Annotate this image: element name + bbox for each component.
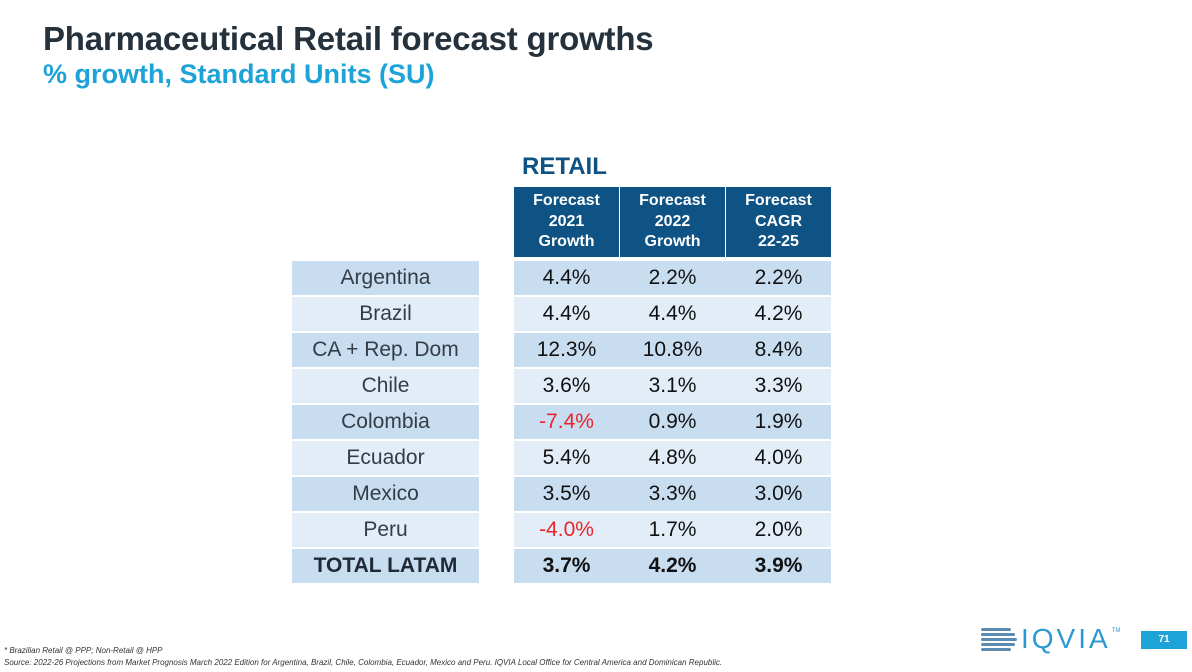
cagr-22-25-cell: 4.0% (754, 446, 803, 469)
table-row-label: Brazil (292, 297, 479, 331)
footnote-source: Source: 2022-26 Projections from Market … (4, 658, 723, 667)
country-column: Argentina Brazil CA + Rep. Dom Chile Colombi… (292, 261, 479, 585)
table-row-label: Mexico (292, 477, 479, 511)
trademark: TM (1111, 628, 1121, 634)
total-row: 3.7% 4.2% 3.9% (514, 549, 831, 583)
forecast-2021-cell: -7.4% (539, 410, 594, 433)
cagr-22-25-cell: 2.2% (754, 266, 803, 289)
table-row-label: Argentina (292, 261, 479, 295)
header-line: CAGR (754, 212, 803, 230)
logo-lines-icon (981, 627, 1017, 651)
cagr-22-25-cell: 2.0% (754, 518, 803, 541)
table-row: -4.0% 1.7% 2.0% (514, 513, 831, 547)
forecast-2022-cell: 4.4% (648, 302, 697, 325)
country-cell: Argentina (340, 266, 431, 289)
country-cell: Ecuador (346, 446, 425, 469)
country-cell: Chile (361, 374, 410, 397)
table-row-label: CA + Rep. Dom (292, 333, 479, 367)
forecast-2022-cell: 3.3% (648, 482, 697, 505)
forecast-2022-cell: 4.2% (648, 554, 697, 577)
forecast-2022-cell: 10.8% (642, 338, 703, 361)
footnote-ppp: * Brazilian Retail @ PPP; Non-Retail @ H… (4, 646, 163, 655)
forecast-2022-cell: 4.8% (648, 446, 697, 469)
header-line: 22-25 (758, 233, 799, 250)
header-line: Growth (538, 233, 595, 250)
header-line: Growth (644, 233, 701, 250)
page-number: 71 (1141, 631, 1187, 649)
forecast-2021-cell: 12.3% (536, 338, 597, 361)
forecast-2021-cell: 3.7% (542, 554, 591, 577)
table-row-label: Colombia (292, 405, 479, 439)
country-cell: CA + Rep. Dom (312, 338, 459, 361)
logo-text: IQVIA (1021, 623, 1111, 654)
cagr-22-25-cell: 3.3% (754, 374, 803, 397)
table-row: -7.4% 0.9% 1.9% (514, 405, 831, 439)
forecast-2021-cell: 5.4% (542, 446, 591, 469)
header-line: 2022 (654, 212, 691, 230)
country-cell: Mexico (352, 482, 419, 505)
cagr-22-25-cell: 3.0% (754, 482, 803, 505)
header-line: Forecast (639, 192, 706, 209)
country-cell: Colombia (341, 410, 430, 433)
country-cell: TOTAL LATAM (313, 554, 458, 577)
total-row-label: TOTAL LATAM (292, 549, 479, 583)
table-row: 12.3% 10.8% 8.4% (514, 333, 831, 367)
cagr-22-25-cell: 8.4% (754, 338, 803, 361)
forecast-2021-cell: 4.4% (542, 266, 591, 289)
header-forecast-2021-growth: Forecast 2021 Growth (514, 187, 619, 257)
country-cell: Brazil (359, 302, 412, 325)
header-forecast-2022-growth: Forecast 2022 Growth (620, 187, 725, 257)
table-row-label: Chile (292, 369, 479, 403)
forecast-2022-cell: 1.7% (648, 518, 697, 541)
country-cell: Peru (363, 518, 408, 541)
forecast-2021-cell: 3.5% (542, 482, 591, 505)
table-row: 4.4% 2.2% 2.2% (514, 261, 831, 295)
forecast-2021-cell: 4.4% (542, 302, 591, 325)
table-row: 3.5% 3.3% 3.0% (514, 477, 831, 511)
retail-section-label: RETAIL (522, 153, 607, 180)
header-line: Forecast (745, 192, 812, 209)
cagr-22-25-cell: 1.9% (754, 410, 803, 433)
table-row-label: Peru (292, 513, 479, 547)
table-row: 3.6% 3.1% 3.3% (514, 369, 831, 403)
table-row-label: Ecuador (292, 441, 479, 475)
table-header-row: Forecast 2021 Growth Forecast 2022 Growt… (514, 187, 832, 257)
header-line: Forecast (533, 192, 600, 209)
forecast-2022-cell: 0.9% (648, 410, 697, 433)
slide-subtitle: % growth, Standard Units (SU) (43, 59, 435, 89)
header-forecast-cagr-22-25: Forecast CAGR 22-25 (726, 187, 831, 257)
iqvia-logo: IQVIA TM (981, 625, 1120, 653)
forecast-2022-cell: 2.2% (648, 266, 697, 289)
cagr-22-25-cell: 3.9% (754, 554, 803, 577)
header-line: 2021 (548, 212, 585, 230)
cagr-22-25-cell: 4.2% (754, 302, 803, 325)
table-row: 5.4% 4.8% 4.0% (514, 441, 831, 475)
slide-title: Pharmaceutical Retail forecast growths (43, 20, 654, 57)
forecast-2022-cell: 3.1% (648, 374, 697, 397)
forecast-2021-cell: 3.6% (542, 374, 591, 397)
table-row: 4.4% 4.4% 4.2% (514, 297, 831, 331)
data-column: 4.4% 2.2% 2.2% 4.4% 4.4% 4.2% 12.3% 10.8% 8.4% 3.… (514, 261, 831, 585)
forecast-2021-cell: -4.0% (539, 518, 594, 541)
